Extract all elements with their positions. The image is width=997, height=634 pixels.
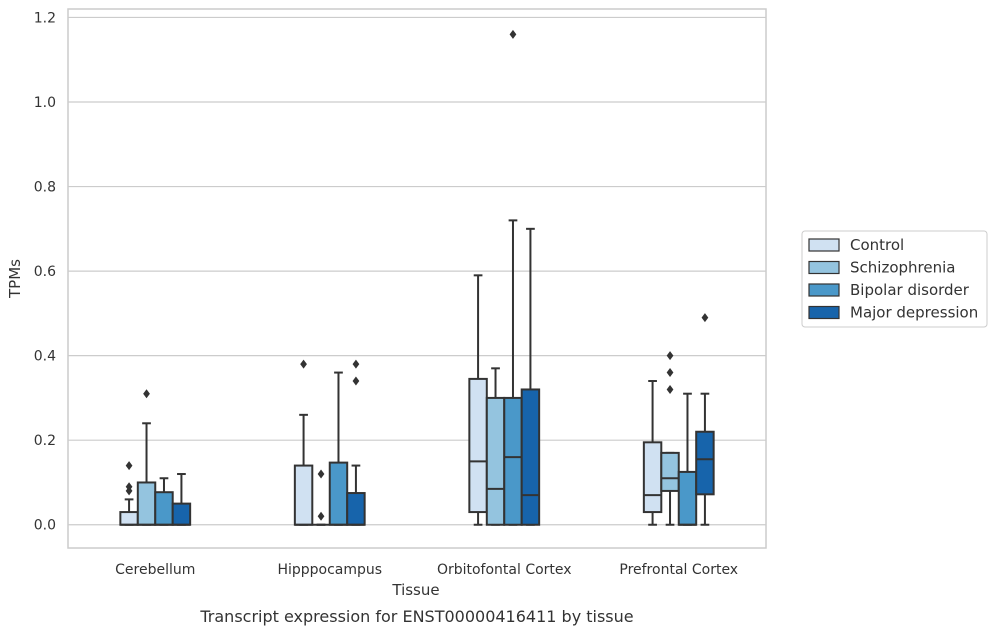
legend-label: Schizophrenia <box>850 259 955 277</box>
box-major-depression <box>520 227 541 526</box>
legend: Control Schizophrenia Bipolar disorder Majo… <box>801 230 988 328</box>
legend-label: Major depression <box>850 304 978 322</box>
box-body <box>293 464 314 526</box>
legend-label: Control <box>850 236 904 254</box>
outlier-point <box>701 313 709 323</box>
box-bipolar-disorder <box>328 371 349 526</box>
y-axis-ticks: 0.0 0.2 0.4 0.6 0.8 1.0 1.2 <box>34 10 56 533</box>
gridlines <box>68 16 766 526</box>
x-tick-label: Orbitofontal Cortex <box>437 562 572 578</box>
legend-swatch <box>808 305 840 320</box>
y-tick-label: 1.2 <box>34 10 56 26</box>
y-tick-label: 0.2 <box>34 433 56 449</box>
box-control <box>468 274 488 526</box>
y-axis-title: TPMs <box>6 259 24 299</box>
legend-swatch <box>808 283 840 297</box>
box-body <box>119 511 139 526</box>
box-bipolar-disorder <box>503 29 523 526</box>
box-body <box>503 396 523 526</box>
box-body <box>660 451 680 492</box>
legend-frame <box>801 230 988 328</box>
outlier-point <box>666 351 674 361</box>
box-body <box>485 396 506 526</box>
outlier-point <box>666 384 674 394</box>
plot-frame <box>67 8 767 549</box>
outlier-point <box>317 511 325 521</box>
box-body <box>346 492 366 526</box>
box-body <box>328 461 349 526</box>
y-tick-label: 1.0 <box>34 95 56 111</box>
box-body <box>171 502 192 526</box>
x-tick-label: Prefrontal Cortex <box>619 562 738 578</box>
box-schizophrenia <box>660 351 680 526</box>
y-tick-label: 0.8 <box>34 180 56 196</box>
y-tick-label: 0.0 <box>34 518 56 534</box>
legend-swatch <box>808 260 840 275</box>
box-body <box>695 430 715 496</box>
box-major-depression <box>346 359 366 526</box>
chart-caption: Transcript expression for ENST0000041641… <box>199 607 633 626</box>
box-major-depression <box>695 313 715 526</box>
outlier-point <box>300 359 307 369</box>
x-axis-title: Tissue <box>391 581 439 599</box>
legend-swatch <box>808 238 840 252</box>
outlier-point <box>352 376 360 386</box>
box-control <box>293 359 314 526</box>
outlier-point <box>125 482 133 492</box>
outlier-point <box>317 469 325 479</box>
box-body <box>642 441 663 514</box>
outlier-point <box>143 389 150 399</box>
outlier-point <box>352 359 360 369</box>
box-major-depression <box>171 473 192 526</box>
outlier-point <box>666 368 674 378</box>
y-tick-label: 0.4 <box>34 349 56 365</box>
box-control <box>642 380 663 526</box>
box-body <box>468 377 488 514</box>
box-body <box>154 491 174 526</box>
box-bipolar-disorder <box>677 392 698 526</box>
box-body <box>520 388 541 526</box>
legend-label: Bipolar disorder <box>850 281 970 299</box>
x-tick-label: Hipppocampus <box>277 562 382 578</box>
box-control <box>119 461 139 526</box>
x-axis-ticks: Cerebellum Hipppocampus Orbitofontal Corte… <box>115 562 738 578</box>
box-bipolar-disorder <box>154 477 174 526</box>
box-body <box>136 481 157 526</box>
box-body <box>677 470 698 526</box>
x-tick-label: Cerebellum <box>115 562 195 578</box>
box-schizophrenia <box>312 469 330 526</box>
outlier-point <box>509 29 517 39</box>
box-series <box>119 29 715 526</box>
box-schizophrenia <box>136 389 157 526</box>
y-tick-label: 0.6 <box>34 264 56 280</box>
box-schizophrenia <box>485 367 506 526</box>
outlier-point <box>125 461 133 471</box>
